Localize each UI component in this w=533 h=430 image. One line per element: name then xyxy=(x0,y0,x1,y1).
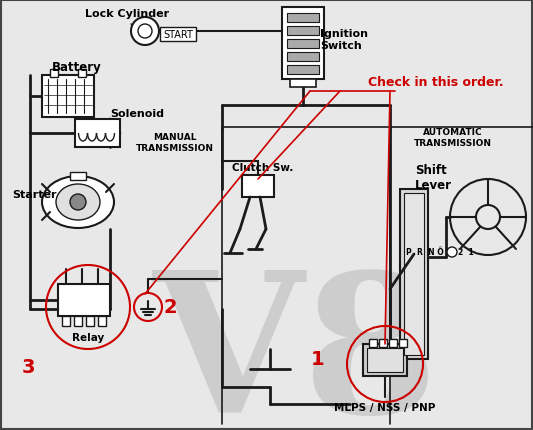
Bar xyxy=(42,76,94,118)
Bar xyxy=(363,344,407,376)
Bar xyxy=(86,316,94,326)
Ellipse shape xyxy=(56,184,100,221)
Ellipse shape xyxy=(42,177,114,228)
Bar xyxy=(400,190,428,359)
Bar xyxy=(287,27,319,36)
Circle shape xyxy=(70,194,86,211)
Text: START: START xyxy=(163,30,193,40)
Bar xyxy=(74,316,82,326)
Bar xyxy=(404,194,424,355)
Circle shape xyxy=(138,25,152,39)
Text: 1: 1 xyxy=(311,350,325,369)
Bar xyxy=(50,70,58,78)
Text: Battery: Battery xyxy=(52,61,102,74)
Bar xyxy=(369,339,377,347)
Bar xyxy=(160,28,196,42)
Text: Check in this order.: Check in this order. xyxy=(368,75,504,88)
Bar xyxy=(75,120,120,147)
Bar xyxy=(98,316,106,326)
Circle shape xyxy=(447,247,457,258)
Bar xyxy=(242,175,274,197)
Bar xyxy=(287,40,319,49)
Bar xyxy=(389,339,397,347)
Bar xyxy=(287,66,319,75)
Text: P  R  N Ô D  2  1: P R N Ô D 2 1 xyxy=(406,248,474,257)
Bar xyxy=(78,70,86,78)
Bar xyxy=(62,316,70,326)
Text: Lock Cylinder: Lock Cylinder xyxy=(85,9,169,19)
Bar xyxy=(287,53,319,62)
Bar xyxy=(379,339,387,347)
Text: Shift
Lever: Shift Lever xyxy=(415,164,452,191)
Text: 3: 3 xyxy=(21,358,35,377)
Text: Relay: Relay xyxy=(72,332,104,342)
Circle shape xyxy=(131,18,159,46)
Text: AUTOMATIC
TRANSMISSION: AUTOMATIC TRANSMISSION xyxy=(414,128,492,147)
Text: Solenoid: Solenoid xyxy=(110,109,164,119)
Bar xyxy=(282,8,324,80)
Bar xyxy=(367,348,403,372)
Text: V8: V8 xyxy=(152,265,438,430)
Bar xyxy=(70,172,86,181)
Text: Starter: Starter xyxy=(12,190,56,200)
Text: Ignition
Switch: Ignition Switch xyxy=(320,29,368,51)
Text: Clutch Sw.: Clutch Sw. xyxy=(232,163,293,172)
Text: MLPS / NSS / PNP: MLPS / NSS / PNP xyxy=(334,402,435,412)
Text: 2: 2 xyxy=(163,298,177,317)
Bar xyxy=(58,284,110,316)
Text: MANUAL
TRANSMISSION: MANUAL TRANSMISSION xyxy=(136,133,214,152)
Bar xyxy=(287,14,319,23)
Bar xyxy=(399,339,407,347)
Bar xyxy=(290,80,316,88)
